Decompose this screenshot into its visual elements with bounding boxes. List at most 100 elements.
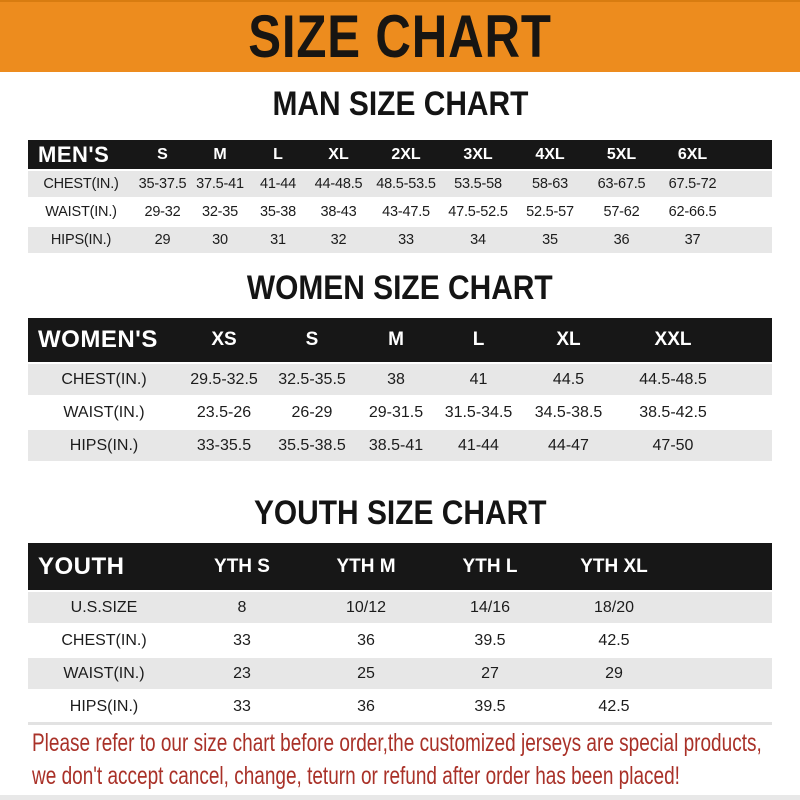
row-label: HIPS(IN.) — [28, 690, 180, 724]
women-header-label: WOMEN'S — [28, 318, 180, 363]
table-cell: 37 — [657, 225, 728, 255]
spacer-cell — [728, 198, 772, 226]
table-cell: 38.5-41 — [356, 428, 436, 463]
spacer-cell — [676, 624, 772, 657]
table-cell: 53.5-58 — [442, 169, 514, 199]
table-cell: 41 — [436, 362, 521, 397]
women-size-table: WOMEN'S XS S M L XL XXL CHEST(IN.) 29.5-… — [28, 318, 772, 463]
table-cell: 42.5 — [552, 624, 676, 657]
spacer-cell — [730, 396, 772, 429]
table-cell: 44-48.5 — [307, 169, 370, 199]
table-cell: 35-38 — [249, 198, 307, 226]
table-cell: 52.5-57 — [514, 198, 586, 226]
banner: SIZE CHART — [0, 0, 800, 72]
table-cell: 41-44 — [249, 169, 307, 199]
table-cell: 31.5-34.5 — [436, 396, 521, 429]
men-header-row: MEN'S S M L XL 2XL 3XL 4XL 5XL 6XL — [28, 140, 772, 170]
women-section-title-text: WOMEN SIZE CHART — [247, 269, 553, 307]
table-cell: 36 — [586, 225, 657, 255]
table-cell: 27 — [428, 656, 552, 691]
table-cell: 31 — [249, 225, 307, 255]
youth-waist-row: WAIST(IN.) 23 25 27 29 — [28, 656, 772, 691]
table-cell: 47-50 — [616, 428, 730, 463]
spacer-cell — [730, 362, 772, 397]
men-col-header: XL — [307, 140, 370, 170]
youth-ussize-row: U.S.SIZE 8 10/12 14/16 18/20 — [28, 590, 772, 625]
women-col-header: L — [436, 318, 521, 363]
table-cell: 29-32 — [134, 198, 191, 226]
table-cell: 29-31.5 — [356, 396, 436, 429]
footer-line-1: Please refer to our size chart before or… — [32, 729, 762, 757]
men-col-header: 4XL — [514, 140, 586, 170]
youth-chest-row: CHEST(IN.) 33 36 39.5 42.5 — [28, 624, 772, 657]
table-cell: 29 — [552, 656, 676, 691]
table-cell: 29 — [134, 225, 191, 255]
table-cell: 32.5-35.5 — [268, 362, 356, 397]
youth-header-row: YOUTH YTH S YTH M YTH L YTH XL — [28, 543, 772, 591]
table-cell: 8 — [180, 590, 304, 625]
table-cell: 57-62 — [586, 198, 657, 226]
men-col-header: 6XL — [657, 140, 728, 170]
spacer-cell — [676, 656, 772, 691]
table-cell: 34.5-38.5 — [521, 396, 616, 429]
table-cell: 32-35 — [191, 198, 249, 226]
men-size-table: MEN'S S M L XL 2XL 3XL 4XL 5XL 6XL CHEST… — [28, 140, 772, 255]
table-cell: 42.5 — [552, 690, 676, 724]
men-col-header: M — [191, 140, 249, 170]
table-cell: 34 — [442, 225, 514, 255]
women-col-header: S — [268, 318, 356, 363]
table-cell: 63-67.5 — [586, 169, 657, 199]
table-cell: 44-47 — [521, 428, 616, 463]
women-waist-row: WAIST(IN.) 23.5-26 26-29 29-31.5 31.5-34… — [28, 396, 772, 429]
table-cell: 18/20 — [552, 590, 676, 625]
spacer-cell — [728, 225, 772, 255]
youth-hips-row: HIPS(IN.) 33 36 39.5 42.5 — [28, 690, 772, 724]
youth-col-header: YTH XL — [552, 543, 676, 591]
spacer-cell — [730, 318, 772, 363]
table-cell: 58-63 — [514, 169, 586, 199]
youth-col-header: YTH M — [304, 543, 428, 591]
table-cell: 33 — [370, 225, 442, 255]
men-chest-row: CHEST(IN.) 35-37.5 37.5-41 41-44 44-48.5… — [28, 169, 772, 199]
table-cell: 35 — [514, 225, 586, 255]
spacer-cell — [676, 543, 772, 591]
table-cell: 36 — [304, 624, 428, 657]
women-chest-row: CHEST(IN.) 29.5-32.5 32.5-35.5 38 41 44.… — [28, 362, 772, 397]
men-col-header: 3XL — [442, 140, 514, 170]
row-label: HIPS(IN.) — [28, 428, 180, 463]
men-col-header: 5XL — [586, 140, 657, 170]
table-cell: 29.5-32.5 — [180, 362, 268, 397]
table-cell: 43-47.5 — [370, 198, 442, 226]
table-cell: 39.5 — [428, 690, 552, 724]
bottom-divider — [0, 795, 800, 800]
table-cell: 38 — [356, 362, 436, 397]
women-col-header: M — [356, 318, 436, 363]
men-section-title-text: MAN SIZE CHART — [272, 85, 528, 123]
table-cell: 38-43 — [307, 198, 370, 226]
spacer-cell — [676, 590, 772, 625]
table-cell: 44.5-48.5 — [616, 362, 730, 397]
table-cell: 67.5-72 — [657, 169, 728, 199]
footer-line-2: we don't accept cancel, change, teturn o… — [32, 762, 680, 790]
row-label: U.S.SIZE — [28, 590, 180, 625]
table-cell: 38.5-42.5 — [616, 396, 730, 429]
table-cell: 30 — [191, 225, 249, 255]
men-header-label: MEN'S — [28, 140, 134, 170]
table-cell: 25 — [304, 656, 428, 691]
youth-section-title: YOUTH SIZE CHART — [0, 496, 800, 531]
table-cell: 41-44 — [436, 428, 521, 463]
youth-size-table: YOUTH YTH S YTH M YTH L YTH XL U.S.SIZE … — [28, 543, 772, 725]
youth-header-label: YOUTH — [28, 543, 180, 591]
table-cell: 26-29 — [268, 396, 356, 429]
row-label: WAIST(IN.) — [28, 198, 134, 226]
table-cell: 14/16 — [428, 590, 552, 625]
spacer-cell — [730, 428, 772, 463]
row-label: WAIST(IN.) — [28, 396, 180, 429]
table-cell: 33-35.5 — [180, 428, 268, 463]
table-cell: 36 — [304, 690, 428, 724]
men-col-header: 2XL — [370, 140, 442, 170]
women-col-header: XXL — [616, 318, 730, 363]
youth-col-header: YTH L — [428, 543, 552, 591]
table-cell: 48.5-53.5 — [370, 169, 442, 199]
table-cell: 33 — [180, 624, 304, 657]
